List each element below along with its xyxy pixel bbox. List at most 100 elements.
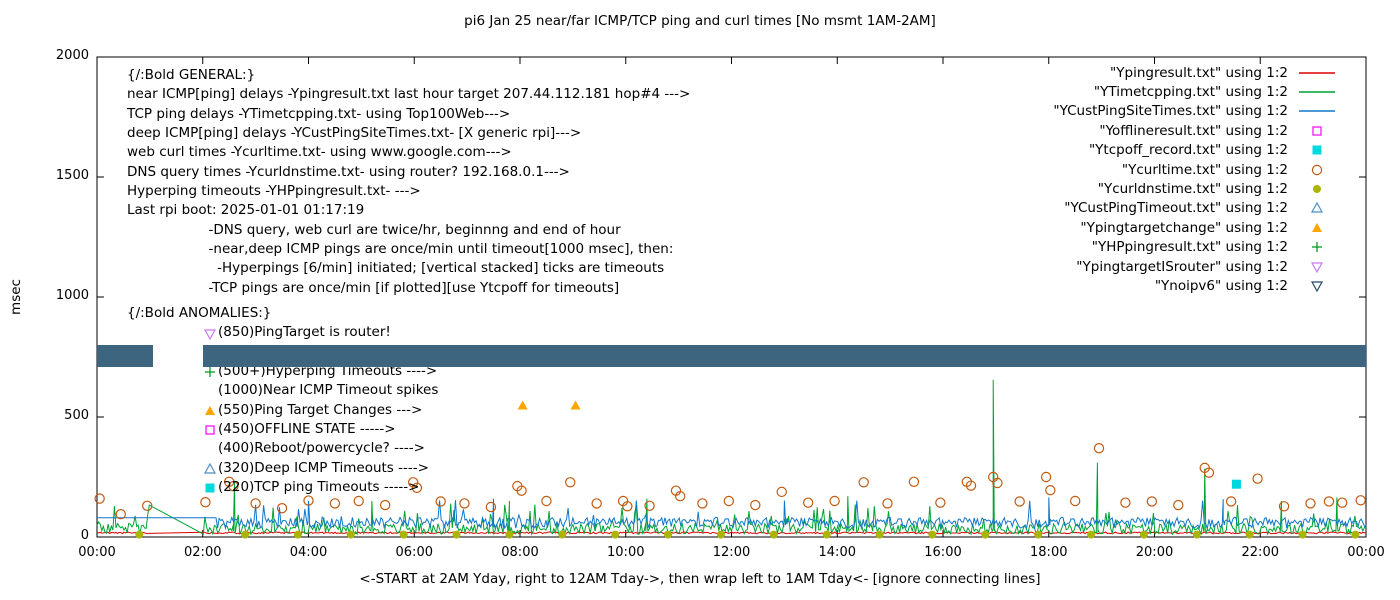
legend-line-sample bbox=[1299, 110, 1335, 113]
y-tick-label: 2000 bbox=[55, 48, 89, 63]
series-Ycurltime-points bbox=[94, 443, 1366, 520]
legend-label: "Ypingtargetchange" using 1:2 bbox=[1080, 219, 1288, 236]
anomalies-heading: {/:Bold ANOMALIES:} bbox=[127, 305, 272, 321]
anomalies-annotation-block: {/:Bold ANOMALIES:} (850)PingTarget is r… bbox=[127, 304, 438, 497]
anomaly-line: (220)TCP ping Timeouts -----> bbox=[203, 478, 438, 497]
anomaly-text: (450)OFFLINE STATE -----> bbox=[218, 421, 396, 438]
anomalies-items: (850)PingTarget is router! (500+)Hyperpin… bbox=[203, 323, 438, 497]
legend-label: "Ypingresult.txt" using 1:2 bbox=[1110, 64, 1288, 81]
general-line: web curl times -Ycurltime.txt- using www… bbox=[127, 144, 512, 161]
y-tick-label: 1000 bbox=[55, 288, 89, 303]
plot-border bbox=[96, 56, 1367, 538]
general-line: -Hyperpings [6/min] initiated; [vertical… bbox=[127, 260, 665, 277]
anomaly-line: (500+)Hyperping Timeouts ----> bbox=[203, 362, 438, 381]
legend-label: "Ynoipv6" using 1:2 bbox=[1154, 277, 1288, 294]
anomaly-text: (850)PingTarget is router! bbox=[218, 324, 391, 341]
legend-row: "YCustPingTimeout.txt" using 1:2 bbox=[1053, 199, 1340, 218]
x-tick-label: 00:00 bbox=[1347, 545, 1385, 560]
general-line: {/:Bold GENERAL:} bbox=[127, 67, 256, 83]
x-tick-label: 08:00 bbox=[501, 545, 539, 560]
anomaly-line: (550)Ping Target Changes ---> bbox=[203, 401, 438, 420]
series-Ycurldnstime-points bbox=[135, 530, 1360, 539]
legend-plus-icon bbox=[1312, 242, 1322, 253]
x-tick-label: 10:00 bbox=[607, 545, 645, 560]
general-line: Hyperping timeouts -YHPpingresult.txt- -… bbox=[127, 183, 421, 200]
legend-label: "YHPpingresult.txt" using 1:2 bbox=[1091, 239, 1288, 256]
series-Ypingtargetchange-points bbox=[517, 400, 581, 410]
legend-label: "YCustPingTimeout.txt" using 1:2 bbox=[1064, 200, 1288, 217]
general-line: -DNS query, web curl are twice/hr, begin… bbox=[127, 221, 621, 238]
general-line: near ICMP[ping] delays -Ypingresult.txt … bbox=[127, 86, 691, 103]
general-annotation-block: {/:Bold GENERAL:} near ICMP[ping] delays … bbox=[127, 66, 690, 298]
x-tick-label: 12:00 bbox=[712, 545, 751, 560]
x-tick-label: 16:00 bbox=[924, 545, 962, 560]
chart-title: pi6 Jan 25 near/far ICMP/TCP ping and cu… bbox=[464, 13, 936, 29]
anomaly-line: (400)Reboot/powercycle? ----> bbox=[203, 439, 438, 458]
legend-row: "Ypingtargetchange" using 1:2 bbox=[1053, 218, 1340, 237]
anomaly-text: (220)TCP ping Timeouts -----> bbox=[218, 479, 420, 496]
y-tick-label: 1500 bbox=[55, 168, 89, 183]
general-line: -near,deep ICMP pings are once/min until… bbox=[127, 241, 674, 258]
legend-label: "YpingtargetISrouter" using 1:2 bbox=[1076, 258, 1288, 275]
legend-row: "YHPpingresult.txt" using 1:2 bbox=[1053, 238, 1340, 257]
legend-row: "YTimetcpping.txt" using 1:2 bbox=[1053, 82, 1340, 101]
x-tick-label: 22:00 bbox=[1241, 545, 1279, 560]
plus-icon bbox=[205, 367, 215, 378]
anomaly-text: (400)Reboot/powercycle? ----> bbox=[218, 440, 425, 457]
legend-label: "Ycurldnstime.txt" using 1:2 bbox=[1097, 181, 1288, 198]
general-line: DNS query times -Ycurldnstime.txt- using… bbox=[127, 163, 570, 180]
general-line: TCP ping delays -YTimetcpping.txt- using… bbox=[127, 105, 511, 122]
anomaly-line: (1000)Near ICMP Timeout spikes bbox=[203, 381, 438, 400]
legend-row: "Ypingresult.txt" using 1:2 bbox=[1053, 63, 1340, 82]
legend-triangle-down-open-icon bbox=[1310, 261, 1324, 273]
legend-row: "Ycurldnstime.txt" using 1:2 bbox=[1053, 179, 1340, 198]
legend-row: "Yofflineresult.txt" using 1:2 bbox=[1053, 121, 1340, 140]
general-line: -TCP pings are once/min [if plotted][use… bbox=[127, 279, 620, 296]
x-tick-label: 14:00 bbox=[818, 545, 856, 560]
x-axis-label: <-START at 2AM Yday, right to 12AM Tday-… bbox=[359, 571, 1041, 587]
y-tick-label: 500 bbox=[64, 408, 89, 423]
anomaly-line: (450)OFFLINE STATE -----> bbox=[203, 420, 438, 439]
x-tick-label: 18:00 bbox=[1030, 545, 1068, 560]
triangle-down-open-icon bbox=[203, 328, 217, 340]
legend-row: "Ycurltime.txt" using 1:2 bbox=[1053, 160, 1340, 179]
legend-circle-filled-icon bbox=[1313, 185, 1321, 194]
anomaly-text: (500+)Hyperping Timeouts ----> bbox=[218, 363, 438, 380]
legend-row: "Ynoipv6" using 1:2 bbox=[1053, 276, 1340, 295]
general-line: deep ICMP[ping] delays -YCustPingSiteTim… bbox=[127, 125, 582, 142]
legend-row: "Ytcpoff_record.txt" using 1:2 bbox=[1053, 141, 1340, 160]
triangle-up-open-icon bbox=[203, 462, 217, 474]
anomaly-line: (320)Deep ICMP Timeouts ----> bbox=[203, 459, 438, 478]
series-Ytcpoff_record-points bbox=[1231, 479, 1241, 489]
square-open-icon bbox=[205, 425, 215, 435]
legend-triangle-up-filled-icon bbox=[1312, 222, 1322, 232]
square-filled-icon bbox=[205, 483, 215, 493]
legend: "Ypingresult.txt" using 1:2 "YTimetcpping… bbox=[1053, 63, 1340, 296]
legend-label: "YCustPingSiteTimes.txt" using 1:2 bbox=[1053, 103, 1288, 120]
x-tick-label: 02:00 bbox=[184, 545, 222, 560]
legend-row: "YpingtargetISrouter" using 1:2 bbox=[1053, 257, 1340, 276]
legend-row: "YCustPingSiteTimes.txt" using 1:2 bbox=[1053, 102, 1340, 121]
y-axis-label: msec bbox=[8, 279, 24, 315]
general-line: Last rpi boot: 2025-01-01 01:17:19 bbox=[127, 202, 365, 219]
legend-square-filled-icon bbox=[1312, 145, 1322, 155]
anomaly-text: (1000)Near ICMP Timeout spikes bbox=[218, 382, 439, 399]
legend-triangle-down-open-icon bbox=[1310, 281, 1324, 293]
anomaly-text: (550)Ping Target Changes ---> bbox=[218, 401, 423, 418]
legend-label: "Yofflineresult.txt" using 1:2 bbox=[1099, 122, 1288, 139]
y-tick-label: 0 bbox=[80, 528, 89, 543]
legend-line-sample bbox=[1299, 91, 1335, 93]
no-icon bbox=[203, 384, 218, 399]
legend-square-open-icon bbox=[1312, 126, 1322, 136]
x-tick-label: 06:00 bbox=[395, 545, 433, 560]
anomaly-line: (850)PingTarget is router! bbox=[203, 323, 438, 342]
x-tick-label: 00:00 bbox=[78, 545, 116, 560]
legend-line-sample bbox=[1299, 71, 1335, 74]
legend-circle-open-icon bbox=[1311, 164, 1323, 175]
legend-label: "Ytcpoff_record.txt" using 1:2 bbox=[1088, 142, 1288, 159]
x-tick-label: 04:00 bbox=[289, 545, 328, 560]
anomaly-text: (320)Deep ICMP Timeouts ----> bbox=[218, 459, 429, 476]
x-tick-label: 20:00 bbox=[1135, 545, 1174, 560]
